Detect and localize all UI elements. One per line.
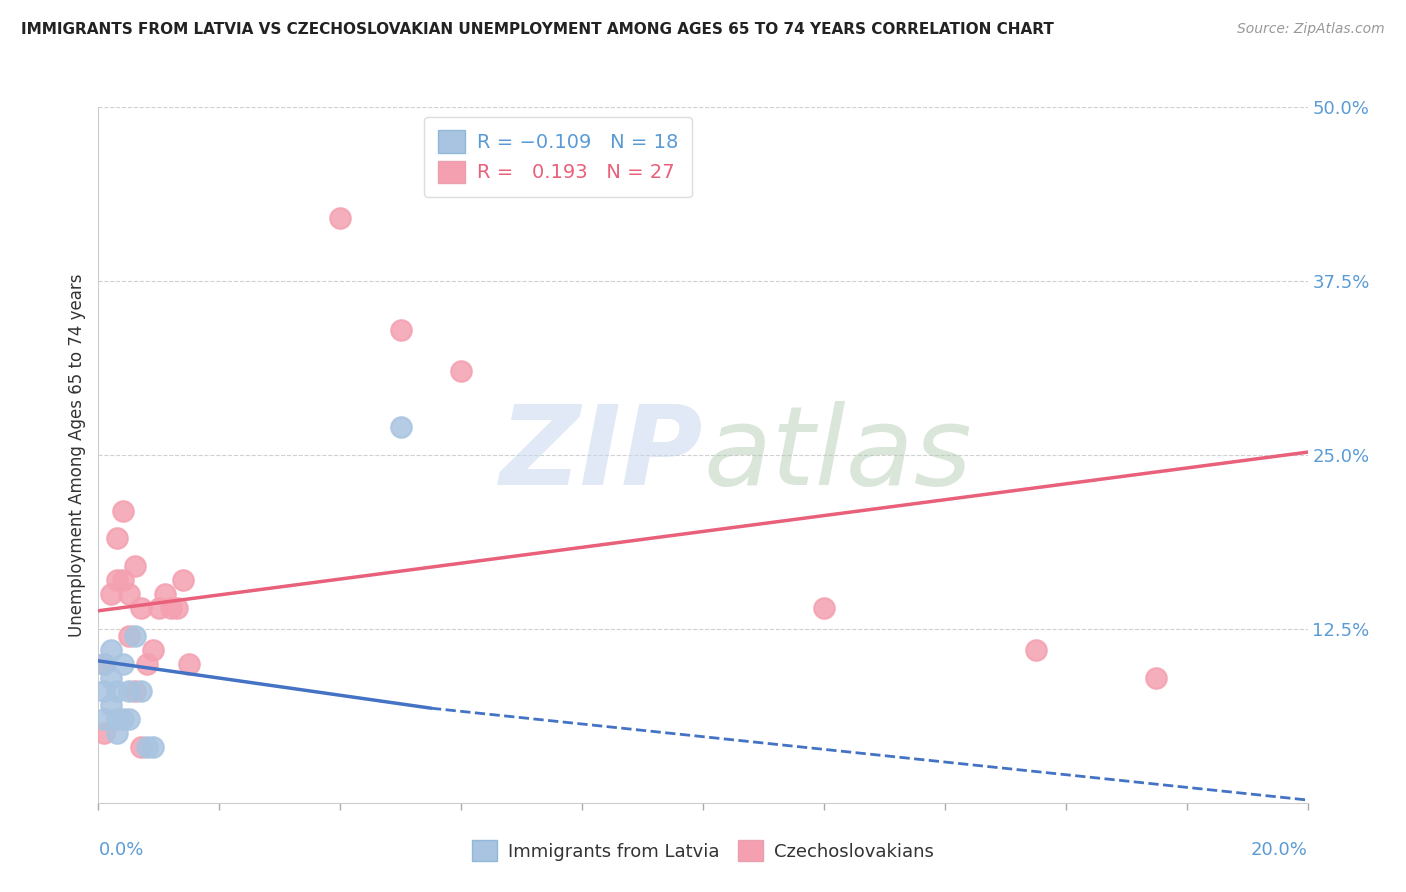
Point (142, 740, 165, 755)
Point (93, 684, 115, 698)
Point (100, 698, 122, 713)
Point (93, 657, 115, 671)
Point (100, 642, 122, 657)
Point (1144, 671, 1167, 685)
Point (93, 657, 115, 671)
Point (124, 629, 146, 643)
Point (105, 532, 128, 546)
Point (93, 712, 115, 726)
Point (135, 740, 157, 755)
Point (124, 559, 146, 574)
Point (166, 601, 188, 615)
Point (111, 573, 134, 587)
Point (129, 601, 152, 615)
Point (93, 726, 115, 740)
Point (118, 712, 141, 726)
Point (1024, 642, 1046, 657)
Point (160, 601, 183, 615)
Text: 0.0%: 0.0% (98, 841, 143, 859)
Point (111, 657, 134, 671)
Text: Source: ZipAtlas.com: Source: ZipAtlas.com (1237, 22, 1385, 37)
Point (111, 712, 134, 726)
Point (148, 601, 170, 615)
Y-axis label: Unemployment Among Ages 65 to 74 years: Unemployment Among Ages 65 to 74 years (67, 273, 86, 637)
Point (153, 587, 176, 601)
Point (179, 657, 201, 671)
Point (172, 573, 194, 587)
Point (129, 684, 152, 698)
Point (111, 503, 134, 517)
Point (389, 323, 412, 337)
Point (105, 684, 128, 698)
Text: IMMIGRANTS FROM LATVIA VS CZECHOSLOVAKIAN UNEMPLOYMENT AMONG AGES 65 TO 74 YEARS: IMMIGRANTS FROM LATVIA VS CZECHOSLOVAKIA… (21, 22, 1054, 37)
Text: atlas: atlas (703, 401, 972, 508)
Point (105, 712, 128, 726)
Point (118, 629, 141, 643)
Point (105, 726, 128, 740)
Point (124, 684, 146, 698)
Text: ZIP: ZIP (499, 401, 703, 508)
Point (129, 740, 152, 755)
Point (105, 573, 128, 587)
Point (142, 642, 165, 657)
Point (450, 364, 472, 378)
Point (100, 671, 122, 685)
Text: 20.0%: 20.0% (1251, 841, 1308, 859)
Point (118, 684, 141, 698)
Legend: Immigrants from Latvia, Czechoslovakians: Immigrants from Latvia, Czechoslovakians (463, 831, 943, 871)
Point (389, 420, 412, 434)
Point (813, 601, 835, 615)
Point (135, 657, 157, 671)
Point (100, 587, 122, 601)
Point (118, 587, 141, 601)
Point (329, 211, 352, 226)
